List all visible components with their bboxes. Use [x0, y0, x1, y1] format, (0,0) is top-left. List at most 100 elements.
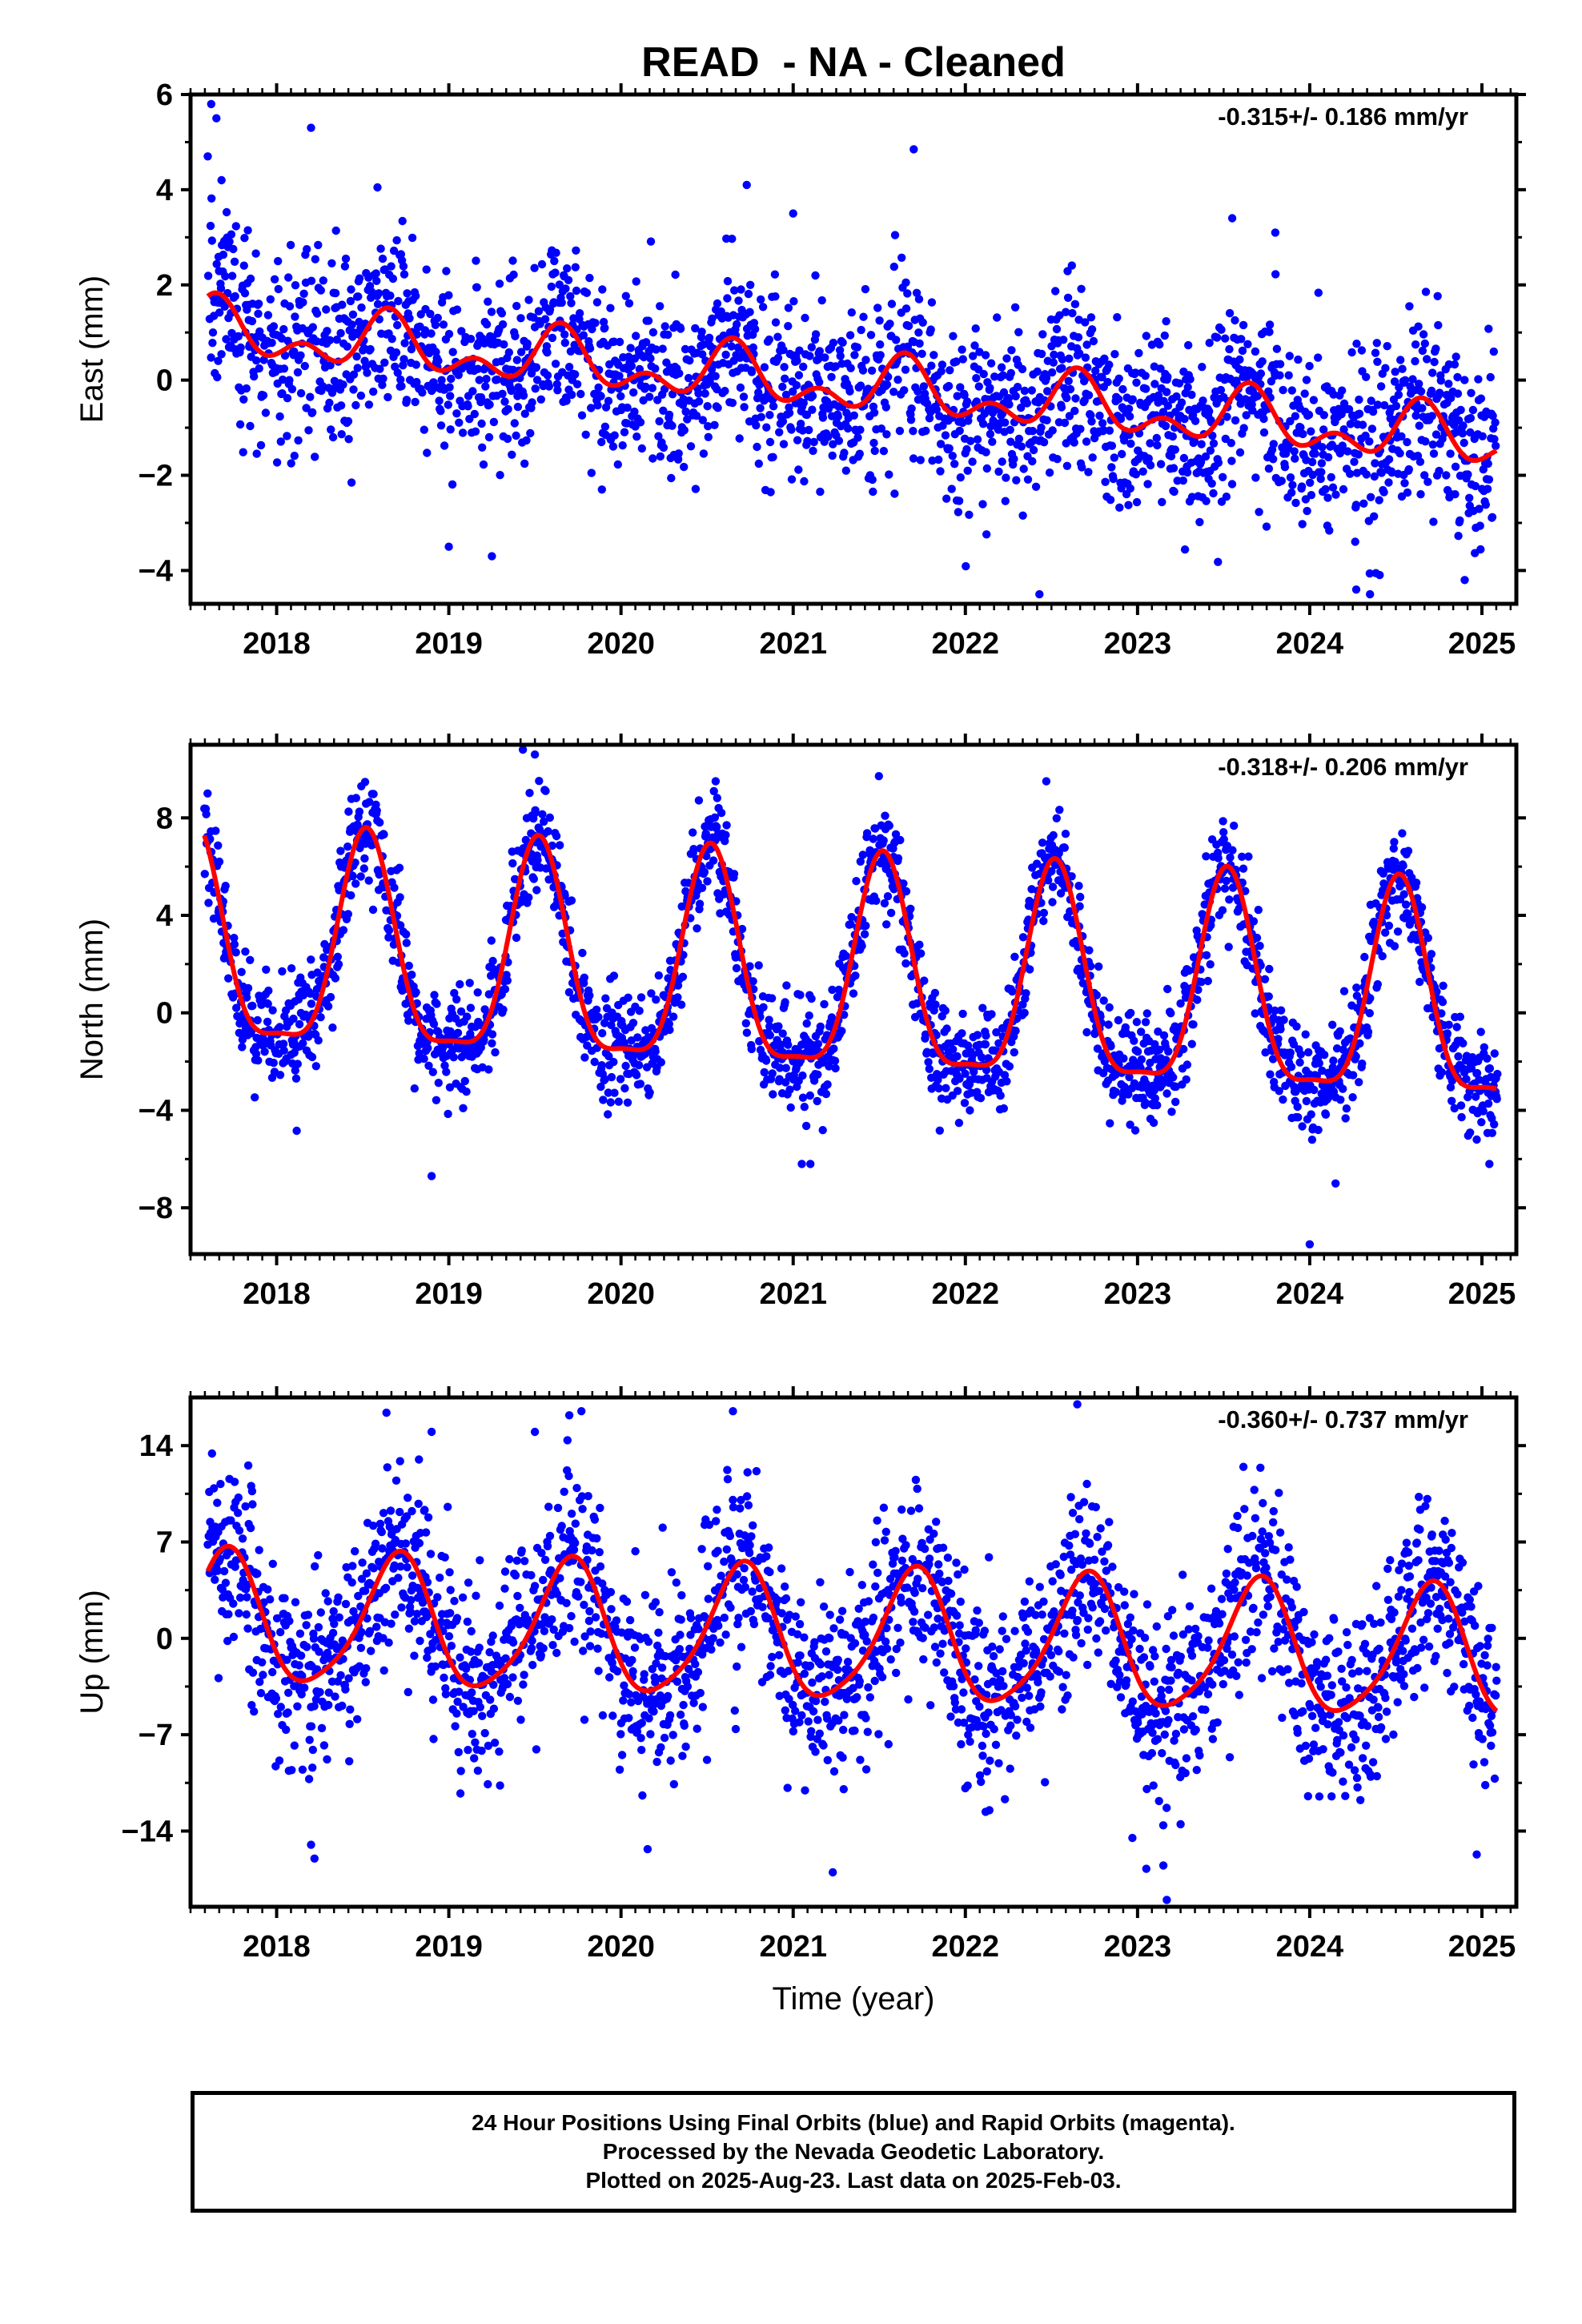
east-data-point	[543, 371, 552, 380]
east-data-point	[861, 356, 870, 364]
east-data-point	[442, 267, 451, 275]
east-data-point	[1001, 497, 1010, 505]
east-data-point	[286, 240, 295, 250]
east-data-point	[215, 308, 224, 317]
east-data-point	[667, 473, 676, 483]
east-data-point	[592, 298, 602, 307]
north-data-point	[420, 1054, 428, 1063]
east-data-point	[1180, 545, 1190, 554]
north-data-point	[689, 845, 698, 854]
east-data-point	[1264, 464, 1274, 473]
north-data-point	[798, 1071, 807, 1080]
east-data-point	[618, 441, 627, 450]
east-data-point	[855, 449, 865, 458]
east-data-point	[1099, 425, 1108, 435]
north-data-point	[488, 1030, 497, 1039]
east-data-point	[1370, 472, 1379, 481]
east-data-point	[552, 248, 560, 257]
east-data-point	[436, 421, 446, 430]
east-data-point	[1456, 516, 1464, 525]
east-data-point	[684, 373, 693, 383]
north-data-point	[503, 976, 512, 985]
east-data-point	[658, 344, 667, 353]
east-data-point	[868, 475, 877, 485]
east-data-point	[1269, 440, 1279, 448]
north-data-point	[754, 961, 763, 970]
east-data-point	[1131, 368, 1140, 377]
north-data-point	[1444, 1020, 1453, 1029]
east-data-point	[357, 303, 366, 312]
north-data-point	[1214, 854, 1223, 862]
east-data-point	[779, 440, 789, 448]
east-data-point	[1019, 464, 1028, 473]
north-data-point	[456, 979, 464, 989]
east-data-point	[698, 416, 707, 424]
east-data-point	[1028, 427, 1038, 436]
east-data-point	[1368, 407, 1378, 416]
east-data-point	[284, 273, 293, 282]
east-data-point	[978, 420, 988, 428]
north-data-point	[1137, 1055, 1146, 1064]
north-data-point	[1384, 921, 1394, 931]
east-data-point	[1095, 411, 1104, 420]
east-data-point	[1187, 390, 1196, 400]
east-data-point	[1231, 416, 1240, 425]
north-data-point	[816, 1022, 825, 1031]
east-data-point	[337, 430, 346, 439]
east-data-point	[492, 375, 502, 384]
east-data-point	[479, 460, 488, 469]
east-data-point	[675, 369, 684, 378]
east-data-point	[1052, 324, 1062, 334]
east-data-point	[243, 226, 252, 235]
east-data-point	[336, 328, 345, 338]
north-data-point	[954, 1119, 964, 1128]
east-y-tick-label: 2	[156, 269, 173, 303]
north-data-point	[463, 1012, 472, 1021]
east-data-point	[968, 457, 977, 466]
north-data-point	[606, 1098, 615, 1107]
east-data-point	[1126, 484, 1135, 493]
north-data-point	[732, 963, 741, 973]
east-data-point	[828, 451, 837, 460]
east-data-point	[876, 351, 885, 360]
east-data-point	[312, 309, 322, 318]
east-data-point	[735, 434, 744, 443]
east-data-point	[1216, 385, 1226, 395]
north-data-point	[1193, 995, 1202, 1004]
east-data-point	[1235, 355, 1244, 364]
east-data-point	[1327, 472, 1335, 482]
east-data-point	[475, 376, 484, 384]
east-data-point	[881, 403, 891, 412]
east-data-point	[1219, 472, 1227, 481]
east-data-point	[254, 309, 263, 318]
east-data-point	[1404, 464, 1414, 474]
east-data-point	[781, 374, 789, 383]
east-data-point	[1306, 478, 1315, 487]
north-data-point	[960, 1099, 970, 1108]
east-data-point	[1309, 396, 1319, 404]
north-data-point	[230, 940, 239, 949]
east-data-point	[504, 348, 513, 357]
east-data-point	[674, 449, 683, 458]
north-data-point	[805, 1011, 813, 1020]
north-data-point	[1295, 1058, 1304, 1067]
north-data-point	[798, 1093, 808, 1102]
east-data-point	[1004, 394, 1014, 403]
east-data-point	[567, 299, 576, 308]
north-data-point	[1119, 1054, 1128, 1063]
east-data-point	[934, 455, 943, 464]
east-data-point	[356, 391, 366, 400]
east-data-point	[1365, 569, 1375, 578]
east-data-point	[1014, 328, 1023, 336]
east-data-point	[775, 428, 784, 436]
east-data-point	[1416, 490, 1425, 499]
north-data-point	[396, 893, 404, 902]
east-data-point	[1303, 506, 1311, 516]
north-data-point	[279, 1046, 288, 1055]
east-data-point	[1346, 469, 1355, 478]
east-data-point	[1256, 369, 1266, 378]
north-data-point	[629, 1050, 638, 1059]
north-data-point	[1042, 777, 1051, 786]
east-data-point	[1152, 433, 1162, 443]
east-data-point	[845, 387, 854, 396]
